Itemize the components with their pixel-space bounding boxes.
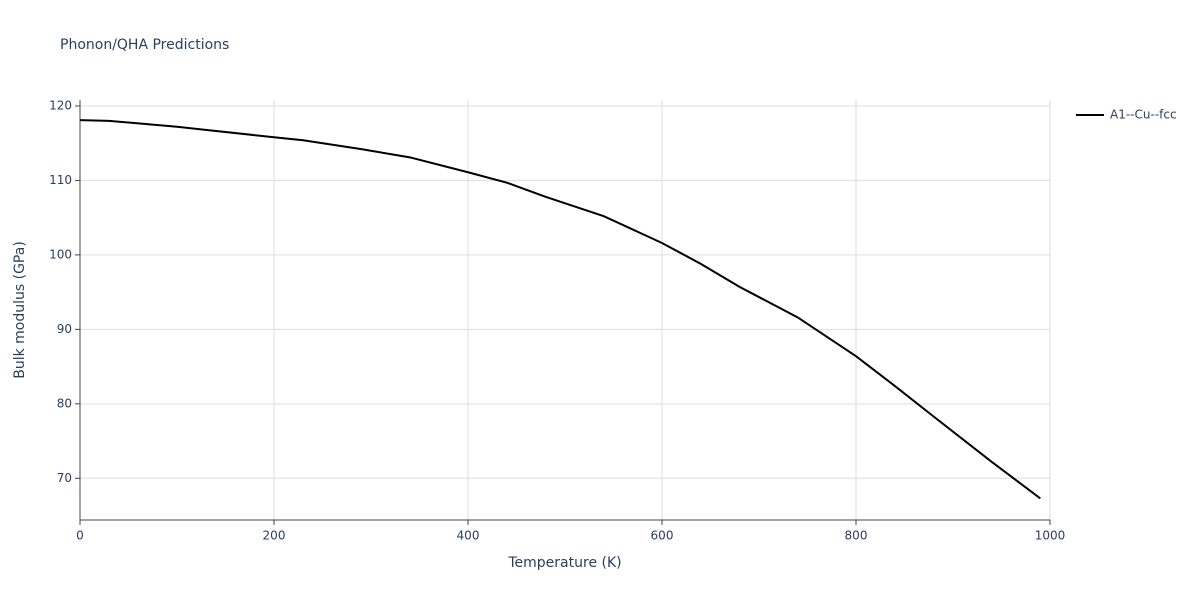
x-tick-label: 0	[76, 529, 84, 543]
y-tick-label: 80	[57, 396, 72, 410]
x-tick-label: 600	[651, 529, 674, 543]
x-tick-label: 400	[457, 529, 480, 543]
y-axis-title: Bulk modulus (GPa)	[12, 241, 28, 379]
x-tick-label: 200	[263, 529, 286, 543]
y-tick-label: 90	[57, 322, 72, 336]
chart-title: Phonon/QHA Predictions	[60, 37, 229, 53]
legend-label: A1--Cu--fcc	[1110, 108, 1177, 122]
y-tick-label: 100	[49, 247, 72, 261]
y-tick-label: 110	[49, 173, 72, 187]
y-tick-label: 70	[57, 471, 72, 485]
x-tick-label: 800	[845, 529, 868, 543]
data-line	[79, 119, 1041, 500]
x-axis-title: Temperature (K)	[507, 555, 621, 571]
x-tick-label: 1000	[1035, 529, 1066, 543]
y-tick-label: 120	[49, 98, 72, 112]
